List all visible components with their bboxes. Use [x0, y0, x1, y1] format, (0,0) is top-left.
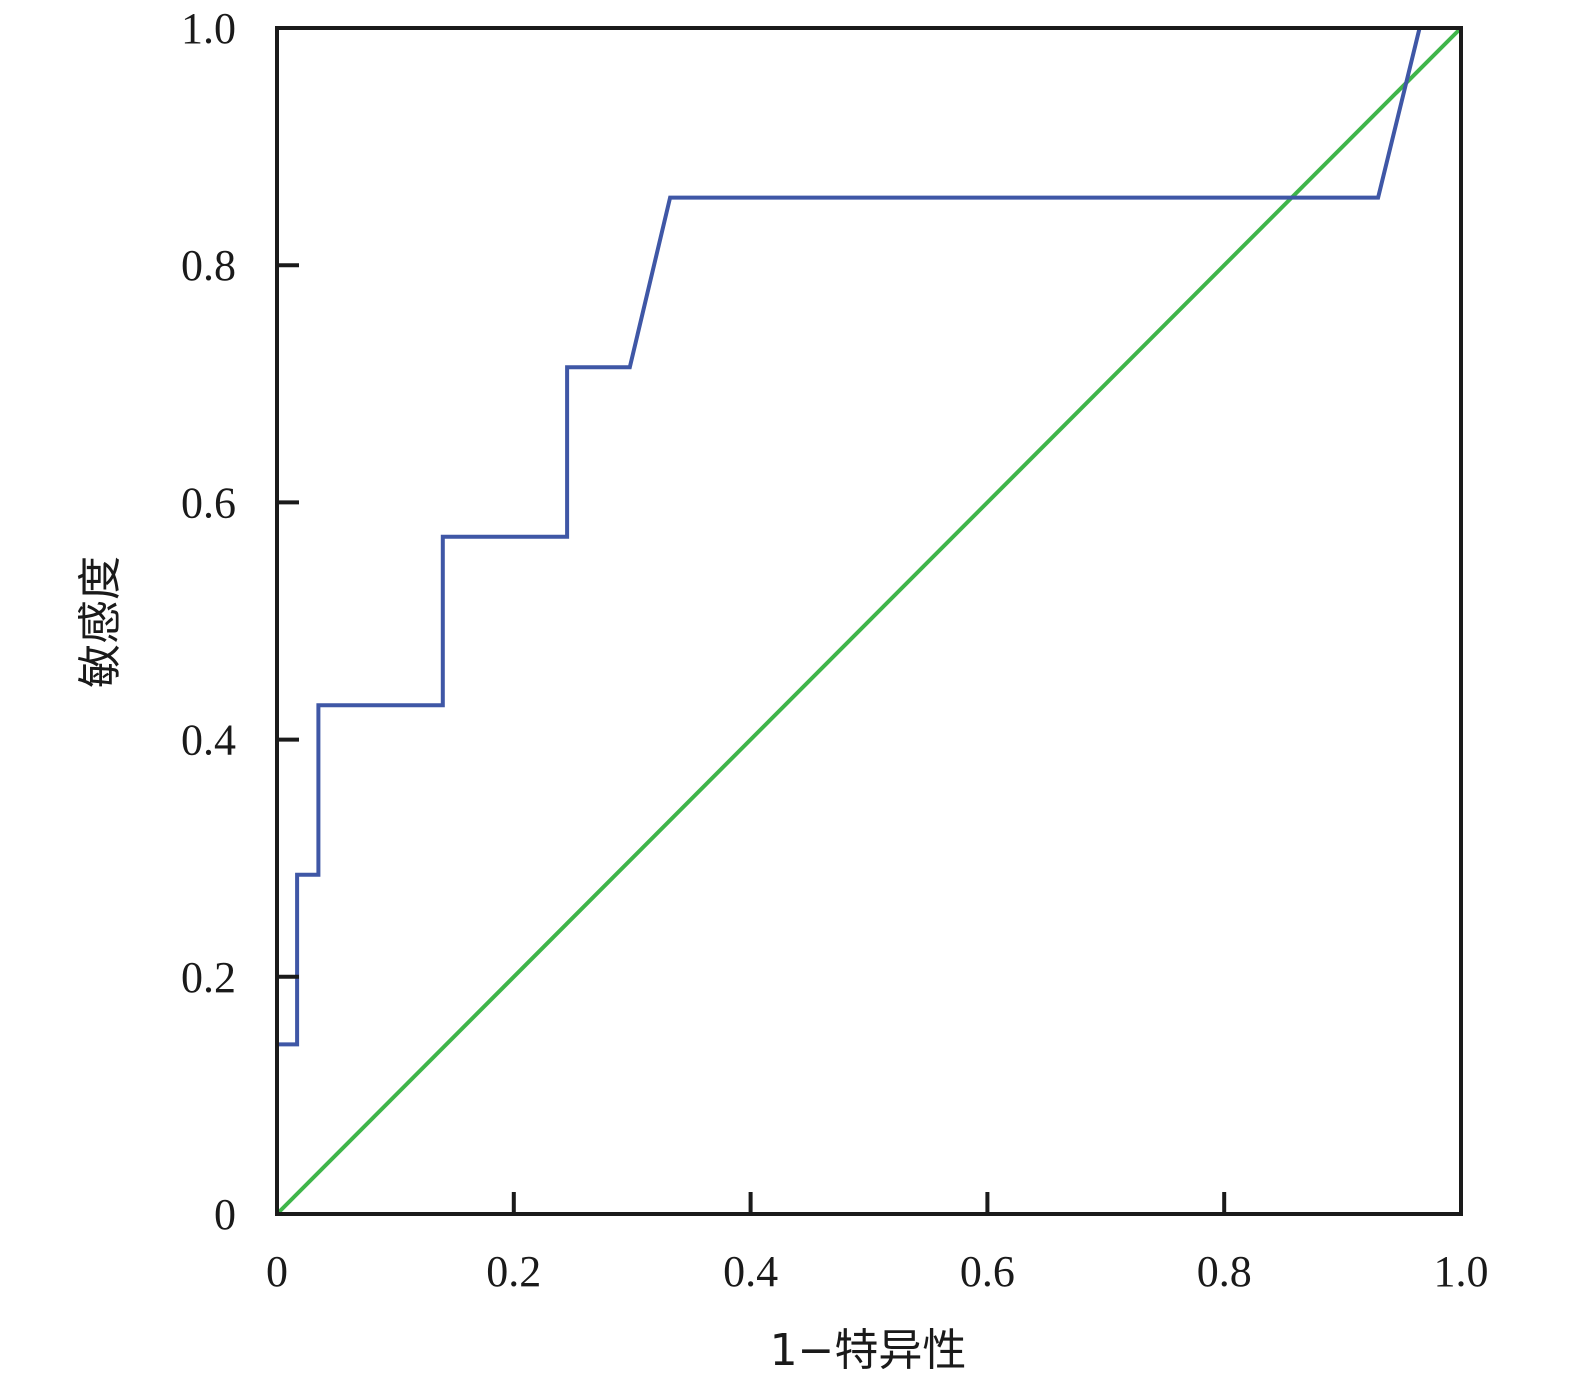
y-tick-label: 0.8: [181, 241, 236, 290]
reference-diagonal-line: [275, 26, 1463, 1216]
y-axis-title: 敏感度: [75, 556, 126, 688]
y-tick-label: 0.2: [181, 953, 236, 1002]
x-tick-label: 0.6: [960, 1247, 1015, 1296]
x-tick-label: 0: [266, 1247, 288, 1296]
plot-lines: [275, 26, 1463, 1216]
roc-curve-line: [277, 27, 1422, 1047]
y-tick-label: 0.6: [181, 478, 236, 527]
y-tick-label: 0: [214, 1190, 236, 1239]
y-tick-label: 1.0: [181, 4, 236, 53]
x-tick-label: 0.2: [486, 1247, 541, 1296]
x-tick-label: 0.4: [723, 1247, 778, 1296]
x-tick-label: 1.0: [1434, 1247, 1489, 1296]
x-axis: 0 0.2 0.4 0.6 0.8 1.0: [266, 1192, 1489, 1296]
y-tick-label: 0.4: [181, 716, 236, 765]
x-axis-title: 1−特异性: [770, 1325, 967, 1376]
plot-frame: [275, 26, 1463, 1216]
y-axis: 0 0.2 0.4 0.6 0.8 1.0: [181, 4, 299, 1239]
x-tick-label: 0.8: [1197, 1247, 1252, 1296]
